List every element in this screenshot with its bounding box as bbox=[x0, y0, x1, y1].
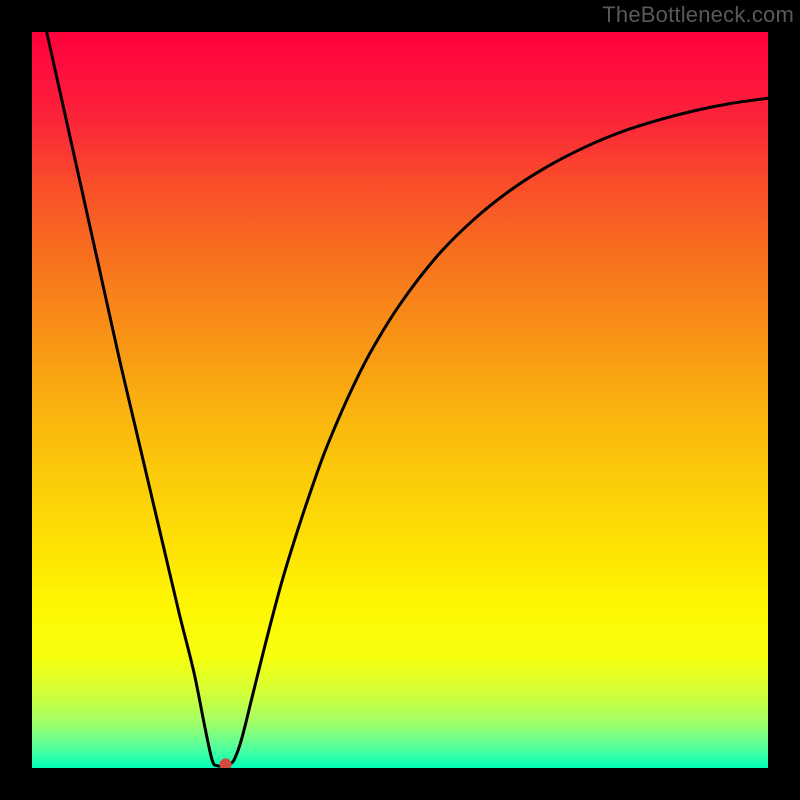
chart-plot-area bbox=[32, 32, 768, 768]
chart-background-gradient bbox=[32, 32, 768, 768]
watermark-text: TheBottleneck.com bbox=[602, 2, 794, 28]
chart-svg bbox=[32, 32, 768, 768]
